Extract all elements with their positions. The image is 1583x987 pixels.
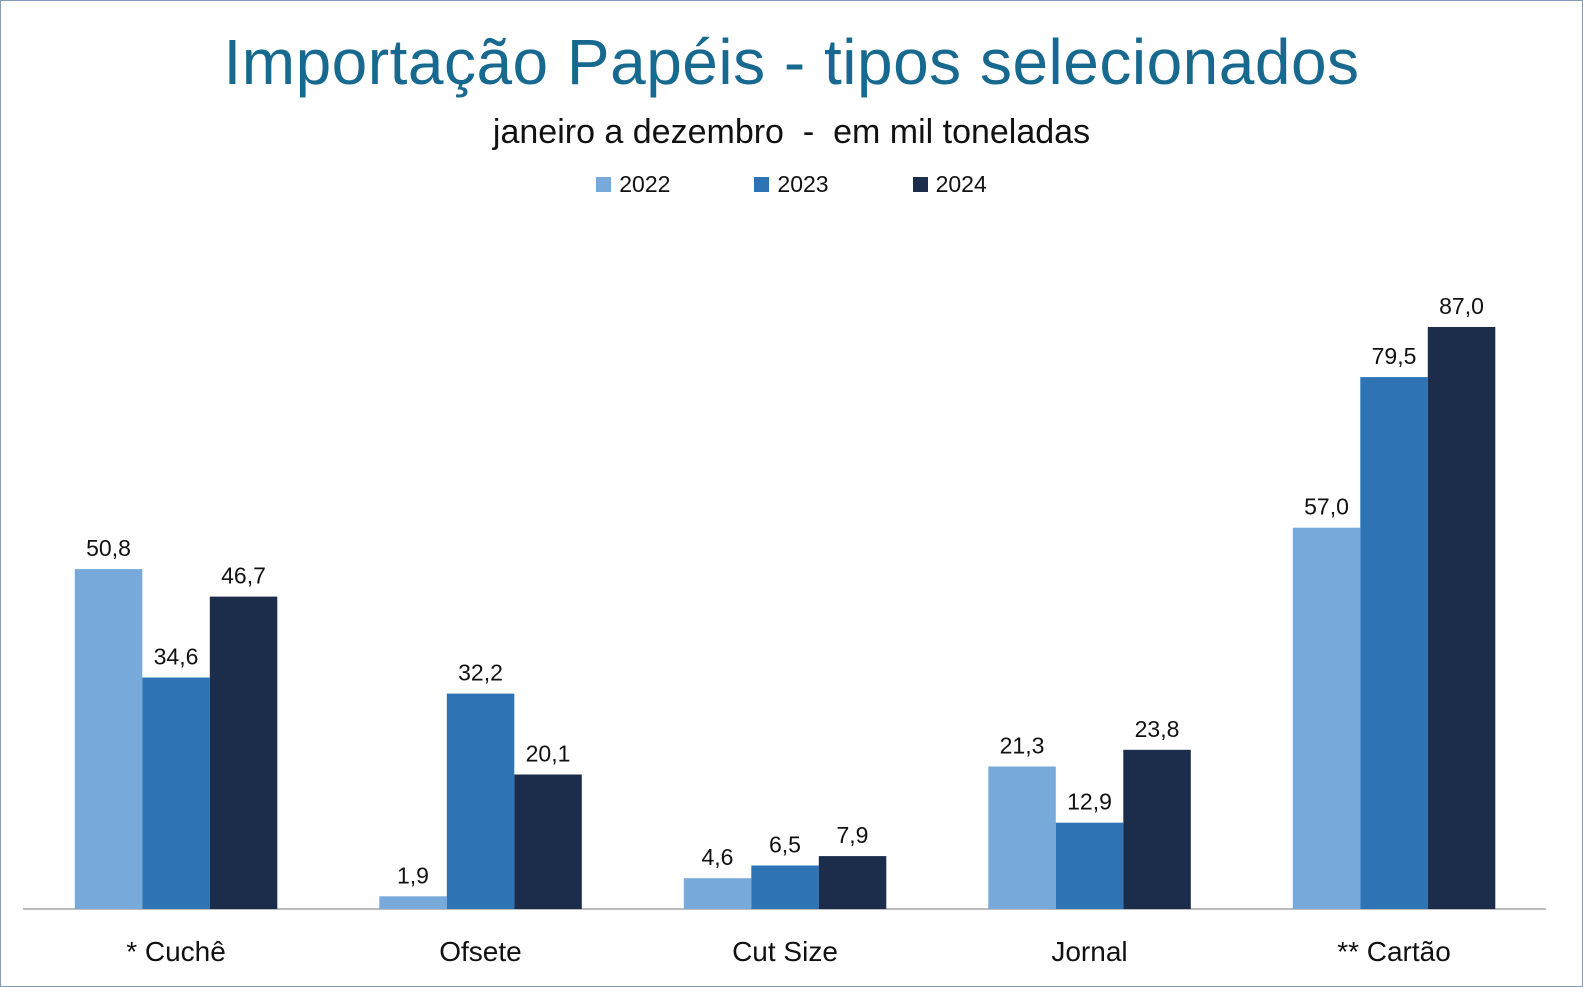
- data-label-2022-1: 1,9: [397, 862, 429, 888]
- data-label-2023-0: 34,6: [154, 644, 199, 670]
- bar-2024-0: [209, 596, 278, 909]
- legend-item-2024: 2024: [912, 171, 987, 198]
- category-label-0: * Cuchê: [126, 936, 226, 967]
- data-label-2024-0: 46,7: [221, 563, 266, 589]
- bar-2023-4: [1360, 377, 1428, 910]
- bar-2023-3: [1055, 822, 1124, 909]
- bar-2022-3: [988, 766, 1056, 909]
- bar-2022-0: [74, 569, 143, 909]
- legend-item-2022: 2022: [596, 171, 670, 198]
- legend-label-2023: 2023: [777, 171, 829, 197]
- bar-2022-1: [379, 896, 447, 909]
- data-label-2022-3: 21,3: [1000, 733, 1045, 759]
- data-label-2024-4: 87,0: [1439, 293, 1484, 319]
- bar-2024-2: [818, 856, 887, 909]
- legend-label-2024: 2024: [935, 171, 987, 197]
- legend: 2022 2023 2024: [1, 171, 1582, 198]
- data-label-2022-0: 50,8: [86, 535, 131, 561]
- data-label-2024-3: 23,8: [1135, 716, 1180, 742]
- legend-label-2022: 2022: [619, 171, 671, 197]
- category-label-2: Cut Size: [732, 936, 838, 967]
- bar-2023-0: [142, 677, 210, 909]
- bar-2022-2: [683, 878, 752, 909]
- data-label-2023-4: 79,5: [1372, 343, 1417, 369]
- legend-swatch-2024: [912, 177, 928, 192]
- chart-title: Importação Papéis - tipos selecionados: [223, 26, 1360, 98]
- data-label-2023-1: 32,2: [458, 660, 503, 686]
- bar-2024-4: [1427, 327, 1496, 909]
- bar-2024-1: [514, 774, 582, 909]
- legend-swatch-2022: [596, 177, 612, 192]
- data-label-2024-2: 7,9: [837, 822, 869, 848]
- chart-subtitle: janeiro a dezembro - em mil toneladas: [492, 113, 1091, 151]
- category-label-3: Jornal: [1051, 936, 1127, 967]
- category-label-4: ** Cartão: [1337, 936, 1451, 967]
- data-label-2023-3: 12,9: [1067, 789, 1112, 815]
- bar-2023-1: [446, 693, 515, 909]
- bar-2023-2: [751, 865, 819, 909]
- legend-item-2023: 2023: [754, 171, 829, 198]
- data-label-2022-4: 57,0: [1304, 494, 1349, 520]
- data-label-2024-1: 20,1: [526, 741, 571, 767]
- category-label-1: Ofsete: [439, 936, 521, 967]
- legend-swatch-2023: [754, 177, 770, 192]
- bar-2024-3: [1123, 749, 1191, 909]
- bar-2022-4: [1292, 527, 1361, 909]
- data-label-2022-2: 4,6: [702, 844, 734, 870]
- data-label-2023-2: 6,5: [769, 832, 801, 858]
